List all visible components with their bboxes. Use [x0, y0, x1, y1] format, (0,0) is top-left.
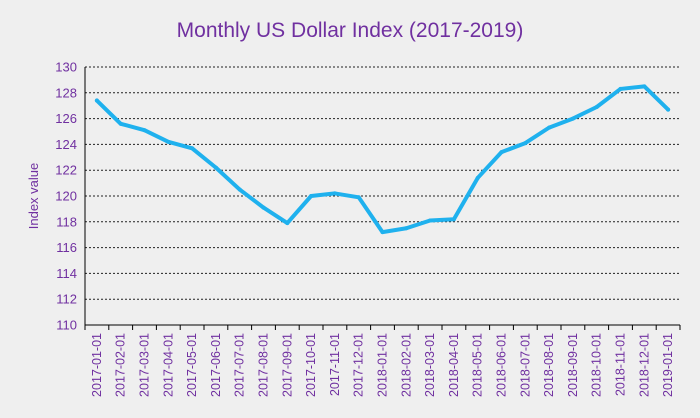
x-tick-label: 2018-12-01 — [637, 333, 651, 397]
x-tick-label: 2017-10-01 — [304, 333, 318, 397]
data-point — [666, 107, 671, 112]
x-tick-label: 2018-03-01 — [423, 333, 437, 397]
x-tick-label: 2018-07-01 — [518, 333, 532, 397]
y-tick-layer: 110 112 114 116 118 120 122 124 126 128 130 — [55, 60, 77, 333]
x-tick-label: 2017-11-01 — [328, 333, 342, 396]
y-tick-label: 110 — [56, 318, 77, 333]
x-tick-label: 2018-08-01 — [542, 333, 556, 397]
y-tick-label: 124 — [55, 137, 77, 152]
data-point — [142, 128, 147, 133]
y-axis-label: Index value — [26, 163, 41, 230]
data-point — [594, 104, 599, 109]
x-tick-label: 2017-04-01 — [161, 333, 175, 397]
data-point — [309, 194, 314, 198]
x-tick-label: 2018-04-01 — [447, 333, 461, 397]
x-tick-label: 2018-11-01 — [614, 333, 628, 396]
x-tick-label: 2017-08-01 — [257, 333, 271, 397]
x-tick-label: 2018-10-01 — [590, 333, 604, 397]
y-tick-label: 130 — [55, 60, 77, 75]
x-tick-label: 2017-07-01 — [233, 333, 247, 397]
x-tick-label: 2017-05-01 — [185, 333, 199, 397]
x-tick-label: 2018-06-01 — [495, 333, 509, 397]
data-point — [523, 141, 528, 146]
data-point — [285, 221, 290, 226]
data-point — [380, 230, 385, 235]
data-point — [261, 205, 266, 210]
y-tick-label: 114 — [56, 266, 77, 281]
data-point — [547, 125, 552, 130]
data-point — [332, 191, 337, 196]
x-tick-label: 2017-12-01 — [352, 333, 366, 397]
data-point — [428, 218, 433, 223]
grid-layer — [84, 66, 680, 326]
x-tick-label: 2017-09-01 — [280, 333, 294, 397]
y-tick-label: 120 — [55, 189, 77, 204]
data-point — [237, 187, 242, 192]
data-point — [190, 146, 195, 151]
chart-title: Monthly US Dollar Index (2017-2019) — [177, 19, 524, 42]
y-tick-label: 128 — [55, 85, 77, 100]
y-tick-label: 112 — [56, 292, 77, 307]
x-tick-label: 2017-06-01 — [209, 333, 223, 397]
x-tick-label: 2017-03-01 — [138, 333, 152, 397]
y-tick-label: 122 — [55, 163, 77, 178]
x-tick-label: 2017-01-01 — [90, 333, 104, 397]
data-point — [618, 86, 623, 91]
data-point — [570, 116, 575, 121]
data-point — [499, 150, 504, 155]
x-tick-label: 2018-05-01 — [471, 333, 485, 397]
y-tick-label: 126 — [55, 111, 77, 126]
data-point — [356, 195, 361, 200]
data-point — [642, 84, 647, 89]
data-point — [451, 217, 456, 222]
data-point — [475, 175, 480, 180]
x-tick-label: 2018-09-01 — [566, 333, 580, 397]
y-tick-label: 118 — [56, 214, 77, 229]
x-tick-label: 2019-01-01 — [661, 333, 675, 397]
data-point — [94, 98, 99, 103]
y-tick-label: 116 — [56, 240, 77, 255]
series-layer — [94, 84, 671, 235]
data-point — [213, 165, 218, 170]
x-tick-layer: 2017-01-01 2017-02-01 2017-03-01 2017-04-01… — [84, 325, 681, 397]
x-tick-label: 2018-02-01 — [399, 333, 413, 397]
data-point — [166, 139, 171, 144]
x-tick-label: 2017-02-01 — [114, 333, 128, 397]
data-point — [404, 226, 409, 231]
series-line — [94, 84, 671, 235]
data-point — [118, 121, 123, 126]
x-tick-label: 2018-01-01 — [376, 333, 390, 397]
